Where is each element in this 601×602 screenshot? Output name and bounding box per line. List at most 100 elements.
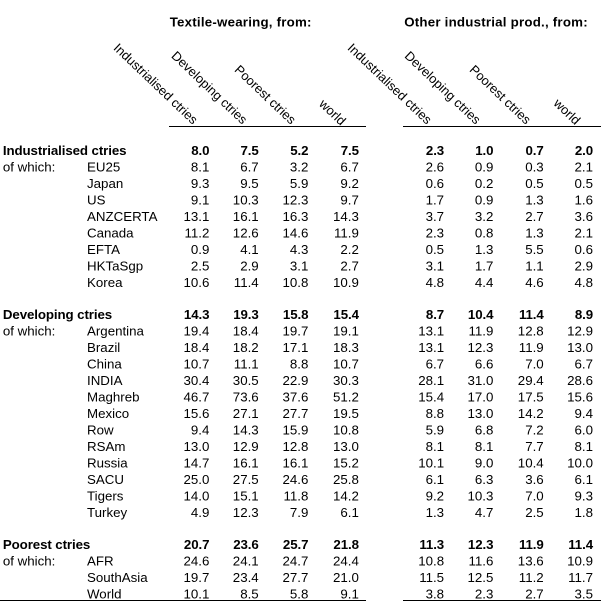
svg-text:11.2: 11.2 — [519, 570, 544, 585]
svg-text:27.1: 27.1 — [233, 406, 259, 421]
svg-text:25.0: 25.0 — [184, 472, 210, 487]
svg-text:4.4: 4.4 — [475, 275, 494, 290]
svg-text:6.1: 6.1 — [575, 472, 594, 487]
svg-text:Russia: Russia — [87, 455, 128, 470]
svg-text:11.7: 11.7 — [568, 570, 593, 585]
svg-text:19.7: 19.7 — [184, 570, 210, 585]
svg-text:8.1: 8.1 — [191, 159, 210, 174]
svg-text:9.3: 9.3 — [575, 488, 594, 503]
svg-text:9.5: 9.5 — [240, 176, 259, 191]
svg-text:0.9: 0.9 — [475, 159, 494, 174]
svg-text:3.5: 3.5 — [575, 586, 594, 601]
svg-text:19.5: 19.5 — [333, 406, 359, 421]
svg-text:15.6: 15.6 — [567, 389, 593, 404]
svg-text:6.7: 6.7 — [340, 159, 359, 174]
svg-text:3.1: 3.1 — [426, 258, 445, 273]
svg-text:22.9: 22.9 — [283, 373, 309, 388]
svg-text:19.3: 19.3 — [233, 307, 258, 322]
svg-text:3.7: 3.7 — [426, 209, 445, 224]
svg-text:51.2: 51.2 — [333, 389, 359, 404]
svg-text:7.0: 7.0 — [525, 488, 544, 503]
svg-text:4.6: 4.6 — [525, 275, 544, 290]
svg-text:4.8: 4.8 — [426, 275, 445, 290]
svg-text:3.1: 3.1 — [290, 258, 309, 273]
svg-text:25.8: 25.8 — [333, 472, 359, 487]
svg-text:5.2: 5.2 — [290, 143, 308, 158]
svg-text:Brazil: Brazil — [87, 340, 120, 355]
svg-text:Argentina: Argentina — [87, 323, 145, 338]
svg-text:2.0: 2.0 — [575, 143, 593, 158]
svg-text:12.3: 12.3 — [468, 340, 494, 355]
svg-text:2.7: 2.7 — [340, 258, 359, 273]
svg-text:Turkey: Turkey — [87, 505, 127, 520]
svg-text:2.1: 2.1 — [575, 159, 594, 174]
svg-text:2.3: 2.3 — [426, 225, 445, 240]
svg-text:14.3: 14.3 — [233, 422, 259, 437]
svg-text:1.1: 1.1 — [525, 258, 544, 273]
svg-text:12.9: 12.9 — [567, 323, 593, 338]
svg-text:10.1: 10.1 — [184, 586, 210, 601]
svg-text:7.7: 7.7 — [525, 439, 544, 454]
svg-text:12.5: 12.5 — [468, 570, 494, 585]
svg-text:Japan: Japan — [87, 176, 123, 191]
svg-text:18.4: 18.4 — [233, 323, 259, 338]
svg-text:Canada: Canada — [87, 225, 134, 240]
svg-text:19.1: 19.1 — [333, 323, 359, 338]
svg-text:SouthAsia: SouthAsia — [87, 570, 148, 585]
svg-text:5.9: 5.9 — [426, 422, 445, 437]
svg-text:Developing ctries: Developing ctries — [3, 307, 112, 322]
svg-text:7.0: 7.0 — [525, 356, 544, 371]
svg-text:12.3: 12.3 — [283, 192, 309, 207]
svg-text:28.1: 28.1 — [418, 373, 444, 388]
svg-text:7.2: 7.2 — [525, 422, 544, 437]
svg-text:24.6: 24.6 — [184, 553, 210, 568]
svg-text:10.4: 10.4 — [518, 455, 544, 470]
svg-text:11.4: 11.4 — [234, 275, 259, 290]
svg-text:23.6: 23.6 — [233, 537, 258, 552]
svg-text:11.9: 11.9 — [519, 340, 544, 355]
svg-text:World: World — [87, 586, 121, 601]
svg-text:6.7: 6.7 — [426, 356, 445, 371]
svg-text:15.4: 15.4 — [333, 307, 359, 322]
svg-text:15.9: 15.9 — [283, 422, 309, 437]
svg-text:15.6: 15.6 — [184, 406, 210, 421]
svg-text:16.1: 16.1 — [233, 209, 259, 224]
svg-text:16.1: 16.1 — [283, 455, 309, 470]
svg-text:14.6: 14.6 — [283, 225, 309, 240]
svg-text:24.4: 24.4 — [333, 553, 359, 568]
svg-text:Row: Row — [87, 422, 114, 437]
svg-text:12.8: 12.8 — [283, 439, 309, 454]
svg-text:2.3: 2.3 — [475, 586, 494, 601]
svg-text:China: China — [87, 356, 122, 371]
svg-text:6.8: 6.8 — [475, 422, 494, 437]
svg-text:2.5: 2.5 — [191, 258, 210, 273]
svg-text:10.4: 10.4 — [468, 307, 494, 322]
svg-text:3.2: 3.2 — [290, 159, 309, 174]
svg-text:13.0: 13.0 — [184, 439, 210, 454]
svg-text:of which:: of which: — [3, 159, 55, 174]
svg-text:3.8: 3.8 — [426, 586, 445, 601]
svg-text:8.0: 8.0 — [191, 143, 209, 158]
svg-text:2.1: 2.1 — [575, 225, 594, 240]
svg-text:INDIA: INDIA — [87, 373, 123, 388]
svg-text:6.6: 6.6 — [475, 356, 494, 371]
svg-text:6.3: 6.3 — [475, 472, 494, 487]
svg-text:1.7: 1.7 — [426, 192, 445, 207]
svg-text:9.4: 9.4 — [191, 422, 210, 437]
svg-text:Korea: Korea — [87, 275, 123, 290]
svg-text:31.0: 31.0 — [468, 373, 494, 388]
svg-text:2.2: 2.2 — [340, 242, 359, 257]
svg-text:9.7: 9.7 — [340, 192, 359, 207]
svg-text:0.8: 0.8 — [475, 225, 494, 240]
svg-text:6.0: 6.0 — [575, 422, 594, 437]
svg-text:0.5: 0.5 — [426, 242, 445, 257]
svg-text:6.1: 6.1 — [340, 505, 359, 520]
svg-text:9.4: 9.4 — [575, 406, 594, 421]
svg-text:6.1: 6.1 — [426, 472, 445, 487]
svg-text:2.9: 2.9 — [240, 258, 259, 273]
svg-text:ANZCERTA: ANZCERTA — [87, 209, 158, 224]
svg-text:AFR: AFR — [87, 553, 114, 568]
svg-text:11.4: 11.4 — [519, 307, 544, 322]
svg-text:8.5: 8.5 — [240, 586, 259, 601]
svg-text:18.3: 18.3 — [333, 340, 359, 355]
